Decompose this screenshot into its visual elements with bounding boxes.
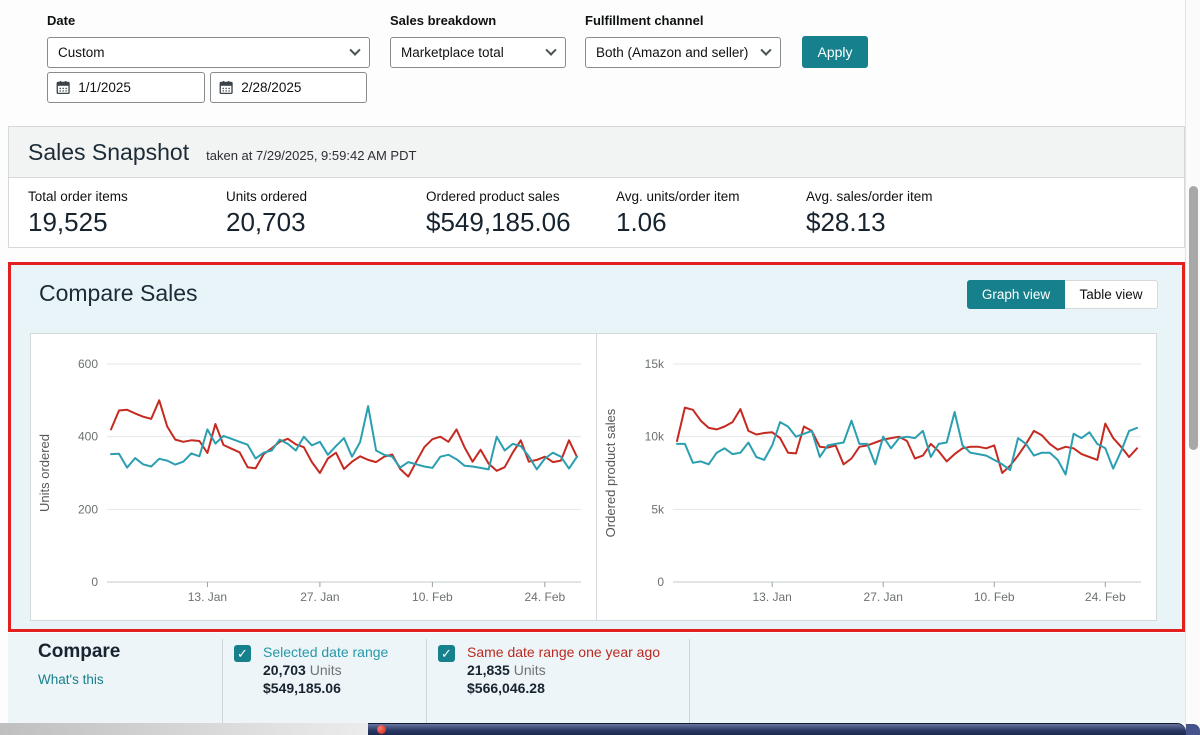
svg-text:200: 200 — [78, 502, 98, 516]
svg-text:27. Jan: 27. Jan — [864, 590, 903, 604]
legend-units-1: 21,835 Units — [467, 661, 682, 679]
metric-total-order-items: Total order items 19,525 — [28, 189, 128, 238]
snapshot-metrics-row: Total order items 19,525 Units ordered 2… — [9, 178, 1184, 247]
svg-text:27. Jan: 27. Jan — [300, 590, 339, 604]
metric-units-ordered: Units ordered 20,703 — [226, 189, 307, 238]
year-ago-legend: Same date range one year ago 21,835 Unit… — [467, 643, 682, 697]
metric-ordered-product-sales: Ordered product sales $549,185.06 — [426, 189, 571, 238]
chevron-down-icon — [349, 44, 361, 56]
metric-avg-sales-order-item: Avg. sales/order item $28.13 — [806, 189, 933, 238]
svg-text:24. Feb: 24. Feb — [1085, 590, 1126, 604]
legend-label-1: Same date range one year ago — [467, 644, 661, 660]
metric-label: Avg. units/order item — [616, 189, 740, 204]
date-range-select-value: Custom — [58, 45, 105, 60]
fulfillment-channel-label: Fulfillment channel — [585, 13, 704, 28]
metric-value: 20,703 — [226, 207, 306, 237]
svg-text:13. Jan: 13. Jan — [752, 590, 791, 604]
metric-label: Avg. sales/order item — [806, 189, 933, 204]
start-date-field[interactable] — [47, 72, 205, 103]
metric-value: $28.13 — [806, 207, 886, 237]
sales-snapshot-header: Sales Snapshot taken at 7/29/2025, 9:59:… — [9, 127, 1184, 178]
metric-label: Ordered product sales — [426, 189, 560, 204]
svg-text:Units ordered: Units ordered — [37, 434, 52, 512]
end-date-input[interactable] — [241, 80, 358, 95]
svg-text:13. Jan: 13. Jan — [188, 590, 227, 604]
table-view-button[interactable]: Table view — [1065, 280, 1158, 309]
calendar-icon — [56, 81, 70, 95]
fulfillment-channel-select[interactable]: Both (Amazon and seller) — [585, 37, 781, 68]
date-filter-label: Date — [47, 13, 76, 28]
window-close-icon[interactable] — [377, 725, 386, 734]
metric-avg-units-order-item: Avg. units/order item 1.06 — [616, 189, 740, 238]
svg-text:10k: 10k — [645, 430, 665, 444]
compare-sales-title: Compare Sales — [39, 280, 198, 306]
filter-bar: Date Custom — [0, 0, 1185, 118]
legend-label-0: Selected date range — [263, 644, 389, 660]
svg-text:0: 0 — [657, 575, 664, 589]
window-edge-titlebar — [368, 723, 1186, 735]
divider — [426, 639, 427, 723]
legend-units-value: 20,703 — [263, 662, 306, 678]
window-corner — [1186, 724, 1200, 735]
snapshot-timestamp: taken at 7/29/2025, 9:59:42 AM PDT — [206, 148, 417, 163]
selected-range-checkbox[interactable]: ✓ — [234, 645, 251, 662]
compare-sales-panel: Compare Sales Graph view Table view 0 200… — [8, 262, 1185, 632]
apply-button[interactable]: Apply — [802, 36, 868, 68]
legend-sales-0: $549,185.06 — [263, 680, 341, 696]
legend-units-0: 20,703 Units — [263, 661, 423, 679]
compare-legend-strip: Compare What's this ✓ Selected date rang… — [8, 633, 1185, 723]
calendar-icon — [219, 81, 233, 95]
svg-text:15k: 15k — [645, 357, 665, 371]
compare-heading: Compare — [38, 641, 121, 662]
charts-container: 0 200 400 600 13. Jan 27. Jan 10. Feb 24. Feb Un… — [30, 333, 1157, 621]
svg-text:24. Feb: 24. Feb — [525, 590, 566, 604]
legend-units-value: 21,835 — [467, 662, 510, 678]
chevron-down-icon — [760, 44, 772, 56]
sales-snapshot-title: Sales Snapshot — [28, 139, 190, 165]
legend-units-suffix: Units — [309, 662, 342, 678]
metric-value: $549,185.06 — [426, 207, 571, 237]
sales-breakdown-select[interactable]: Marketplace total — [390, 37, 566, 68]
svg-text:5k: 5k — [651, 502, 665, 516]
metric-value: 19,525 — [28, 207, 108, 237]
units-ordered-chart: 0 200 400 600 13. Jan 27. Jan 10. Feb 24. Feb Un… — [37, 357, 581, 604]
sales-breakdown-label: Sales breakdown — [390, 13, 497, 28]
graph-view-button[interactable]: Graph view — [967, 280, 1065, 309]
end-date-field[interactable] — [210, 72, 367, 103]
divider — [689, 639, 690, 723]
whats-this-link[interactable]: What's this — [38, 672, 104, 687]
fulfillment-channel-value: Both (Amazon and seller) — [596, 45, 749, 60]
metric-label: Total order items — [28, 189, 128, 204]
window-edge-gray — [0, 723, 368, 735]
units-ordered-chart-panel: 0 200 400 600 13. Jan 27. Jan 10. Feb 24. Feb Un… — [31, 334, 596, 620]
legend-units-suffix: Units — [513, 662, 546, 678]
sales-breakdown-value: Marketplace total — [401, 45, 504, 60]
year-ago-checkbox[interactable]: ✓ — [438, 645, 455, 662]
svg-text:0: 0 — [91, 575, 98, 589]
svg-text:10. Feb: 10. Feb — [974, 590, 1015, 604]
svg-text:600: 600 — [78, 357, 98, 371]
metric-value: 1.06 — [616, 207, 667, 237]
ordered-product-sales-chart: 0 5k 10k 15k 13. Jan 27. Jan 10. Feb 24. Feb Ord… — [603, 357, 1141, 604]
sales-snapshot-panel: Sales Snapshot taken at 7/29/2025, 9:59:… — [8, 126, 1185, 248]
svg-text:Ordered product sales: Ordered product sales — [603, 408, 618, 537]
date-range-select[interactable]: Custom — [47, 37, 370, 68]
legend-sales-1: $566,046.28 — [467, 680, 545, 696]
view-toggle: Graph view Table view — [967, 280, 1158, 309]
chevron-down-icon — [545, 44, 557, 56]
svg-text:400: 400 — [78, 430, 98, 444]
background-window-edge — [0, 723, 1200, 735]
divider — [222, 639, 223, 723]
selected-range-legend: Selected date range 20,703 Units $549,18… — [263, 643, 423, 697]
svg-text:10. Feb: 10. Feb — [412, 590, 453, 604]
start-date-input[interactable] — [78, 80, 196, 95]
scrollbar-track[interactable] — [1185, 0, 1200, 735]
ordered-product-sales-chart-panel: 0 5k 10k 15k 13. Jan 27. Jan 10. Feb 24. Feb Ord… — [596, 334, 1156, 620]
scrollbar-thumb[interactable] — [1189, 186, 1198, 450]
metric-label: Units ordered — [226, 189, 308, 204]
